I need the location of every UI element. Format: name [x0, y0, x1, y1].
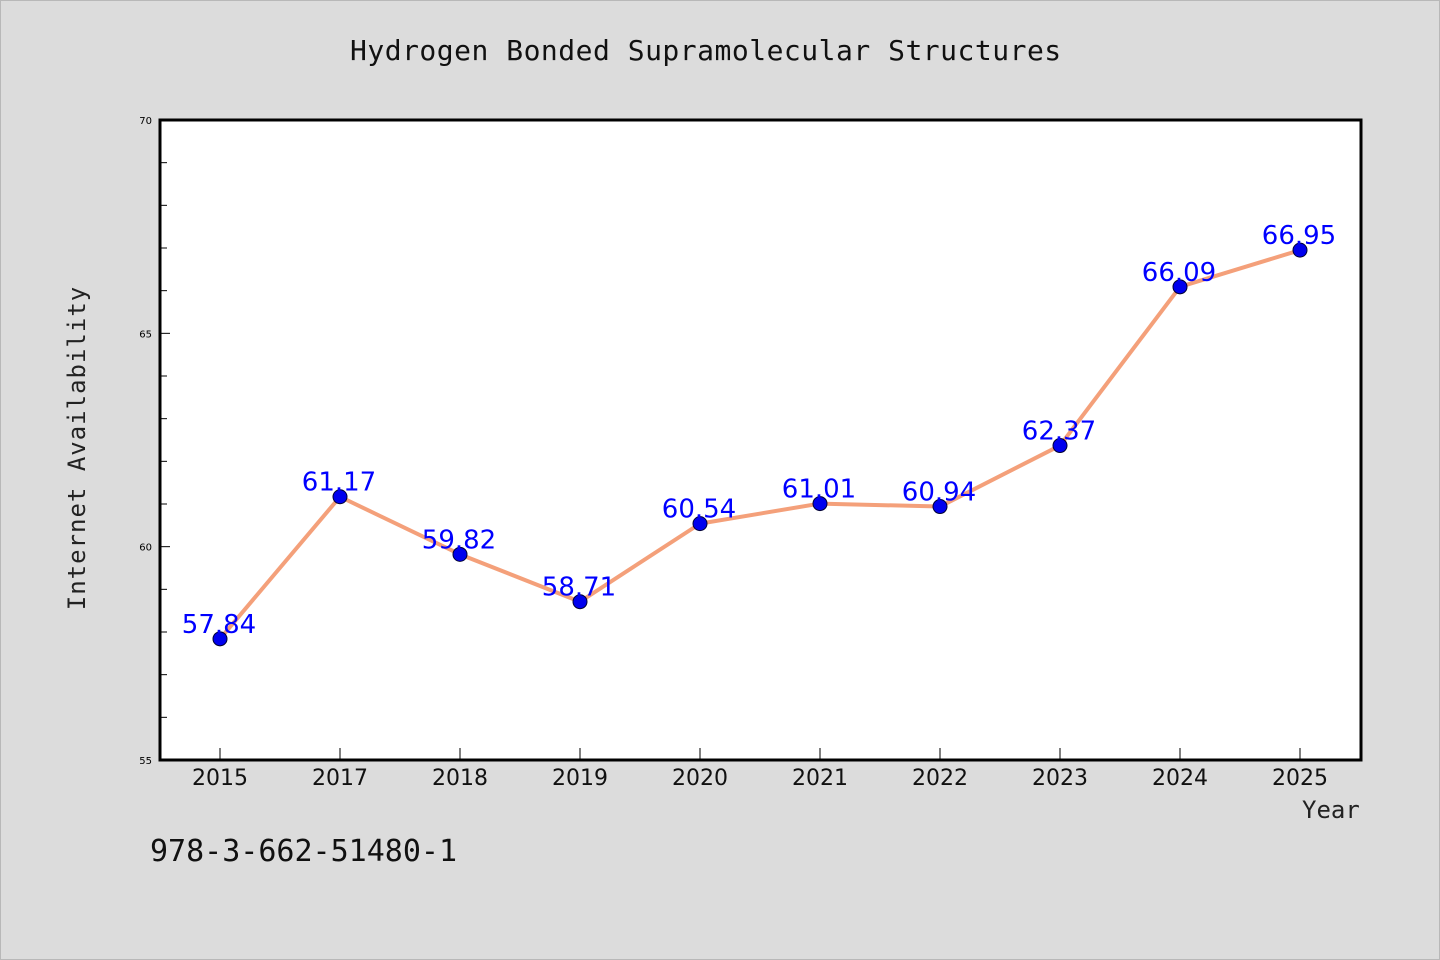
x-tick-label: 2025 [1272, 766, 1328, 791]
x-tick-label: 2022 [912, 766, 968, 791]
isbn-text: 978-3-662-51480-1 [150, 834, 458, 869]
data-point [692, 516, 708, 532]
y-tick-label: 65 [139, 329, 152, 340]
series-line [218, 248, 1302, 641]
x-tick-label: 2024 [1152, 766, 1208, 791]
x-tick-label: 2018 [432, 766, 488, 791]
x-tick-label: 2015 [192, 766, 248, 791]
data-label: 66.09 [1142, 258, 1216, 288]
data-label: 66.95 [1262, 221, 1336, 251]
x-tick-label: 2020 [672, 766, 728, 791]
data-point [932, 499, 948, 515]
data-label: 58.71 [542, 573, 616, 603]
data-label: 61.17 [302, 468, 376, 498]
data-label: 61.01 [782, 475, 856, 505]
x-axis-title: Year [1302, 796, 1360, 824]
data-point [1292, 242, 1308, 258]
x-tick-label: 2023 [1032, 766, 1088, 791]
data-point [1172, 279, 1188, 295]
data-label: 60.54 [662, 495, 736, 525]
data-point [212, 631, 228, 647]
data-label: 60.94 [902, 478, 976, 508]
data-label: 57.84 [182, 610, 256, 640]
y-tick-label: 55 [139, 756, 152, 767]
plot-area [158, 118, 1363, 762]
data-point [572, 594, 588, 610]
chart-title: Hydrogen Bonded Supramolecular Structure… [350, 34, 1062, 67]
x-tick-label: 2017 [312, 766, 368, 791]
x-tick-label: 2019 [552, 766, 608, 791]
data-point [812, 496, 828, 512]
x-tick-label: 2021 [792, 766, 848, 791]
data-point [1052, 438, 1068, 454]
y-tick-label: 70 [139, 116, 152, 127]
data-label: 59.82 [422, 525, 496, 555]
y-tick-label: 60 [139, 543, 152, 554]
data-point [452, 546, 468, 562]
data-label: 62.37 [1022, 417, 1096, 447]
data-point [332, 489, 348, 505]
